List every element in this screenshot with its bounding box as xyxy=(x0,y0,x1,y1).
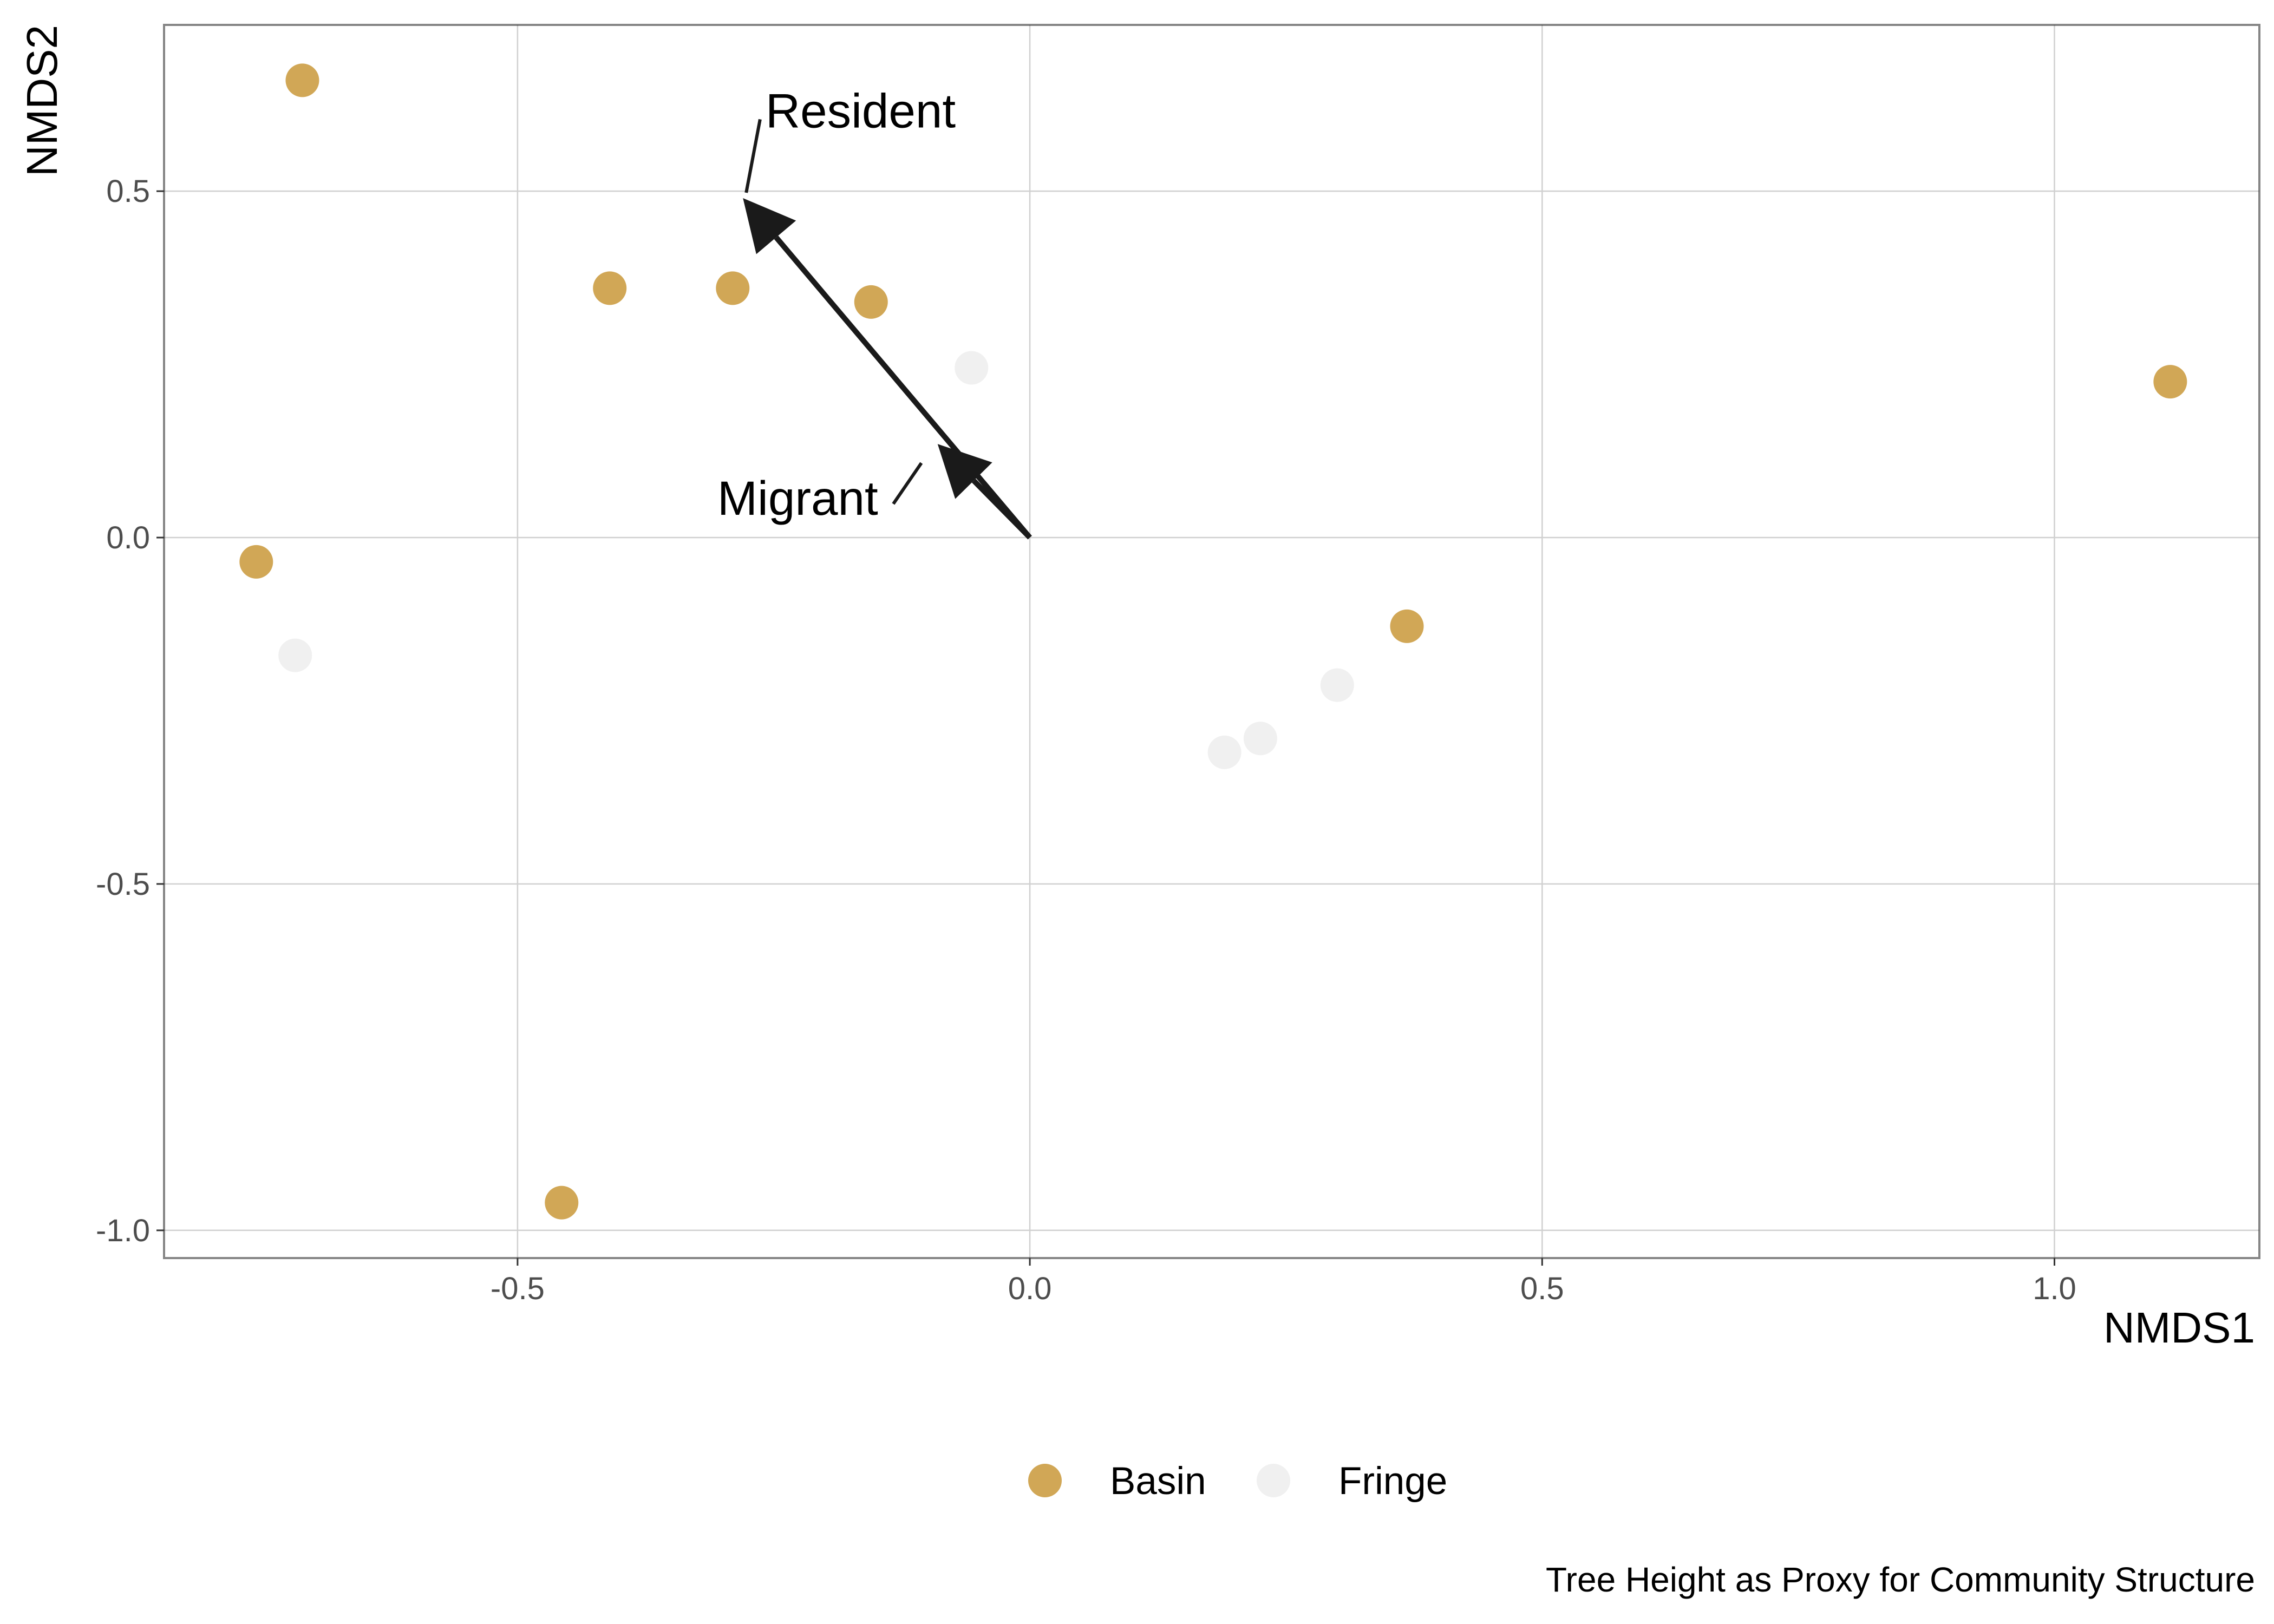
resident-vector-line xyxy=(774,235,1032,540)
x-tick-label: 0.0 xyxy=(1008,1271,1052,1306)
x-tick-label: 1.0 xyxy=(2033,1271,2076,1306)
basin-point xyxy=(593,271,627,305)
basin-point xyxy=(2153,365,2187,399)
fringe-point xyxy=(1243,722,1277,756)
basin-point xyxy=(1390,609,1424,643)
legend: Basin Fringe xyxy=(1028,1460,1447,1503)
fringe-point xyxy=(278,638,312,672)
y-tick-label: 0.0 xyxy=(106,520,150,555)
x-axis-title: NMDS1 xyxy=(2103,1304,2255,1352)
legend-key-fringe xyxy=(1257,1464,1290,1497)
grid-lines xyxy=(164,25,2259,1258)
resident-leader-line xyxy=(744,119,762,193)
migrant-vector-label: Migrant xyxy=(717,471,878,525)
basin-point xyxy=(716,271,750,305)
plot-panel-border xyxy=(163,24,2260,1259)
y-tick-label: -0.5 xyxy=(96,867,150,902)
resident-vector-arrowhead xyxy=(743,198,796,254)
chart-caption: Tree Height as Proxy for Community Struc… xyxy=(1546,1560,2255,1599)
migrant-vector-arrowhead xyxy=(937,444,992,499)
plot-background xyxy=(164,25,2259,1258)
basin-point xyxy=(854,285,888,319)
fringe-point xyxy=(1320,668,1354,702)
y-axis-title: NMDS2 xyxy=(18,25,66,176)
basin-point xyxy=(239,545,273,579)
migrant-leader-line xyxy=(892,462,923,505)
legend-label-fringe: Fringe xyxy=(1338,1460,1447,1503)
y-tick-label: -1.0 xyxy=(96,1213,150,1248)
y-axis-ticks: -1.0 -0.5 0.0 0.5 xyxy=(96,174,164,1248)
x-tick-label: 0.5 xyxy=(1520,1271,1564,1306)
biplot-vectors: Resident Migrant xyxy=(717,83,1032,540)
y-tick-label: 0.5 xyxy=(106,174,150,209)
data-points xyxy=(239,63,2187,1220)
legend-label-basin: Basin xyxy=(1110,1460,1206,1503)
fringe-point xyxy=(1207,735,1241,769)
x-axis-ticks: -0.5 0.0 0.5 1.0 xyxy=(491,1258,2076,1306)
migrant-vector-line xyxy=(971,479,1032,540)
resident-vector-label: Resident xyxy=(766,83,956,137)
x-tick-label: -0.5 xyxy=(491,1271,545,1306)
basin-point xyxy=(285,63,319,97)
fringe-point xyxy=(955,351,989,385)
basin-point xyxy=(545,1186,579,1220)
legend-key-basin xyxy=(1028,1464,1062,1497)
